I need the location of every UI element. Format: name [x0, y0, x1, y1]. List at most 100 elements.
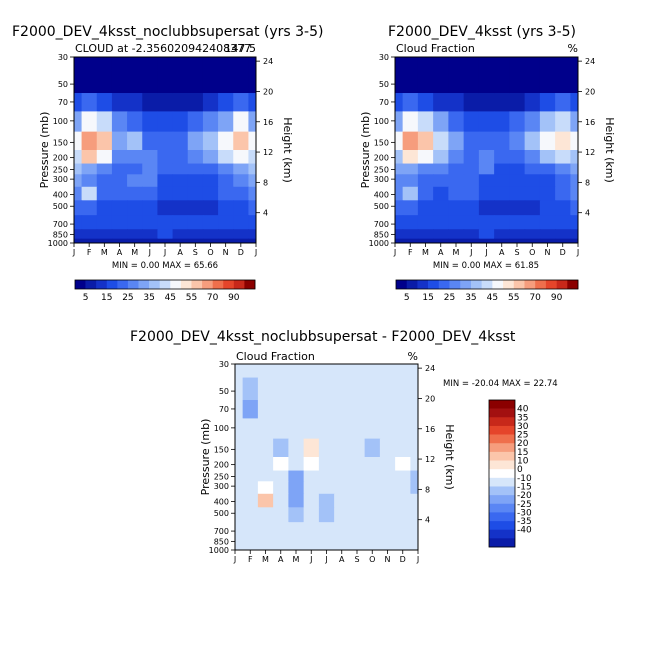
- heatmap-cell: [172, 111, 189, 133]
- month-tick-label: J: [416, 555, 419, 564]
- heatmap-cell: [303, 536, 320, 547]
- panel-1-title: F2000_DEV_4ksst_noclubbsupersat (yrs 3-5…: [12, 24, 323, 40]
- heatmap-cell: [248, 70, 256, 94]
- heatmap-cell: [524, 163, 541, 175]
- heatmap-cell: [273, 418, 289, 440]
- heatmap-cell: [242, 364, 259, 379]
- pressure-tick-label: 70: [58, 98, 68, 107]
- month-tick-label: O: [369, 555, 375, 564]
- heatmap-cell: [410, 377, 418, 401]
- heatmap-cell: [187, 150, 204, 165]
- month-tick-label: D: [560, 248, 566, 257]
- heatmap-cell: [364, 481, 381, 495]
- heatmap-cell: [494, 111, 510, 133]
- heatmap-cell: [157, 229, 174, 240]
- height-tick-label: 8: [425, 485, 430, 494]
- colorbar-swatch: [417, 280, 429, 289]
- month-tick-label: J: [163, 248, 166, 257]
- colorbar-swatch: [396, 280, 408, 289]
- month-tick-label: F: [87, 248, 92, 257]
- pressure-tick-label: 500: [214, 509, 229, 518]
- heatmap-cell: [395, 229, 404, 240]
- heatmap-cell: [448, 238, 465, 243]
- heatmap-cell: [417, 229, 434, 240]
- heatmap-cell: [242, 377, 259, 401]
- colorbar-label: 0: [517, 465, 523, 475]
- panel-1-right-label: 147.5: [225, 42, 257, 55]
- month-tick-label: M: [101, 248, 108, 257]
- heatmap-cell: [478, 111, 495, 133]
- heatmap-cell: [410, 522, 418, 537]
- heatmap-cell: [570, 186, 578, 201]
- pressure-axis-label: Pressure (mb): [199, 419, 212, 496]
- heatmap-cell: [157, 93, 174, 112]
- heatmap-cell: [570, 57, 578, 72]
- heatmap-cell: [233, 163, 250, 175]
- heatmap-cell: [410, 418, 418, 440]
- heatmap-cell: [318, 457, 335, 472]
- heatmap-cell: [187, 57, 204, 72]
- heatmap-cell: [248, 111, 256, 133]
- heatmap-cell: [395, 57, 404, 72]
- heatmap-cell: [157, 111, 174, 133]
- heatmap-cell: [570, 238, 578, 243]
- heatmap-cell: [555, 163, 571, 175]
- heatmap-cell: [233, 57, 250, 72]
- heatmap-cell: [379, 522, 396, 537]
- height-axis-label: Height (km): [443, 424, 456, 490]
- heatmap-cell: [242, 522, 259, 537]
- heatmap-cell: [157, 200, 174, 216]
- pressure-tick-label: 100: [374, 117, 389, 126]
- heatmap-cell: [187, 238, 204, 243]
- heatmap-cell: [570, 163, 578, 175]
- colorbar-label: 70: [529, 293, 541, 303]
- heatmap-cell: [318, 507, 335, 523]
- heatmap-cell: [96, 186, 113, 201]
- heatmap-cell: [395, 377, 411, 401]
- heatmap-cell: [524, 174, 541, 188]
- heatmap-cell: [157, 174, 174, 188]
- pressure-tick-label: 250: [374, 165, 389, 174]
- heatmap-cell: [127, 200, 143, 216]
- heatmap-cell: [334, 457, 350, 472]
- heatmap-cell: [379, 545, 396, 550]
- heatmap-cell: [288, 364, 305, 379]
- heatmap-cell: [257, 507, 274, 523]
- heatmap-cell: [202, 200, 219, 216]
- pressure-axis-label: Pressure (mb): [38, 112, 51, 189]
- colorbar-swatch: [492, 280, 504, 289]
- heatmap-cell: [172, 57, 189, 72]
- heatmap-cell: [127, 215, 143, 230]
- heatmap-cell: [364, 522, 381, 537]
- heatmap-cell: [379, 493, 396, 508]
- month-tick-label: J: [254, 248, 257, 257]
- heatmap-cell: [202, 238, 219, 243]
- heatmap-cell: [555, 174, 571, 188]
- pressure-tick-label: 250: [214, 472, 229, 481]
- heatmap-cell: [172, 186, 189, 201]
- heatmap-cell: [318, 400, 335, 419]
- heatmap-cell: [233, 93, 250, 112]
- month-tick-label: M: [422, 248, 429, 257]
- heatmap-cell: [318, 470, 335, 482]
- heatmap-cell: [318, 364, 335, 379]
- month-tick-label: N: [223, 248, 229, 257]
- colorbar-swatch: [127, 280, 139, 289]
- heatmap-cell: [364, 536, 381, 547]
- heatmap-cell: [172, 150, 189, 165]
- heatmap-cell: [463, 174, 480, 188]
- colorbar-label: 35: [517, 413, 528, 423]
- month-tick-label: J: [72, 248, 75, 257]
- heatmap-cell: [157, 131, 174, 151]
- heatmap-cell: [288, 457, 305, 472]
- heatmap-cell: [172, 215, 189, 230]
- heatmap-cell: [539, 200, 556, 216]
- heatmap-cell: [539, 70, 556, 94]
- heatmap-cell: [127, 186, 143, 201]
- heatmap-cell: [433, 150, 449, 165]
- heatmap-cell: [81, 186, 98, 201]
- heatmap-cell: [81, 229, 98, 240]
- heatmap-cell: [288, 377, 305, 401]
- heatmap-cell: [235, 493, 244, 508]
